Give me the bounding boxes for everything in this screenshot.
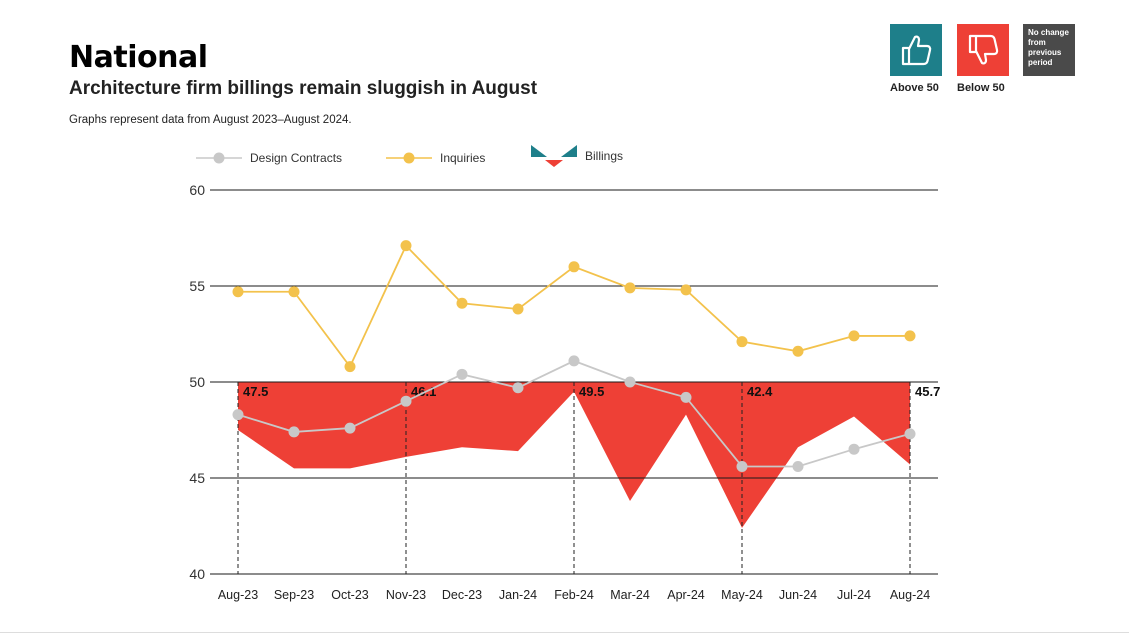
inquiries-point bbox=[568, 261, 580, 273]
design-contracts-point bbox=[904, 428, 916, 440]
inquiries-point bbox=[904, 330, 916, 342]
design-contracts-point bbox=[344, 422, 356, 434]
inquiries-point bbox=[512, 303, 524, 315]
legend-label-design-contracts: Design Contracts bbox=[250, 151, 343, 165]
inquiries-point bbox=[232, 286, 244, 298]
no-change-badge: No change from previous period bbox=[1023, 24, 1075, 76]
annotation-label-bg bbox=[912, 383, 948, 400]
inquiries-legend-icon bbox=[386, 152, 432, 164]
y-tick-label: 45 bbox=[189, 470, 205, 486]
legend-label-billings: Billings bbox=[585, 149, 624, 163]
design-contracts-point bbox=[288, 426, 300, 438]
legend-label-inquiries: Inquiries bbox=[440, 151, 486, 165]
design-contracts-point bbox=[456, 368, 468, 380]
design-contracts-point bbox=[400, 395, 412, 407]
annotation-label: 49.5 bbox=[579, 384, 604, 399]
page-subtitle: Architecture firm billings remain sluggi… bbox=[69, 78, 538, 99]
y-tick-label: 60 bbox=[189, 182, 205, 198]
inquiries-point bbox=[288, 286, 300, 298]
thumbs-up-icon bbox=[901, 35, 932, 66]
page-title: National bbox=[69, 40, 208, 75]
annotation-label: 42.4 bbox=[747, 384, 773, 399]
annotation-label: 47.5 bbox=[243, 384, 268, 399]
data-range-note: Graphs represent data from August 2023–A… bbox=[69, 114, 352, 126]
inquiries-point bbox=[848, 330, 860, 342]
annotation-label: 45.7 bbox=[915, 384, 940, 399]
inquiries-point bbox=[624, 282, 636, 294]
x-tick-label: Sep-23 bbox=[274, 588, 314, 602]
no-change-label: No change from previous period bbox=[1028, 28, 1069, 67]
below-50-label: Below 50 bbox=[957, 82, 1005, 94]
x-tick-label: Nov-23 bbox=[386, 588, 426, 602]
inquiries-point bbox=[456, 297, 468, 309]
x-tick-label: Jun-24 bbox=[779, 588, 817, 602]
design-contracts-point bbox=[848, 443, 860, 455]
inquiries-point bbox=[792, 345, 804, 357]
thumbs-down-icon bbox=[968, 34, 999, 65]
inquiries-point bbox=[736, 336, 748, 348]
inquiries-point bbox=[400, 240, 412, 252]
x-tick-label: Mar-24 bbox=[610, 588, 650, 602]
billings-legend-icon bbox=[531, 145, 577, 167]
inquiries-point bbox=[680, 284, 692, 296]
bottom-divider bbox=[0, 632, 1129, 633]
y-tick-label: 40 bbox=[189, 566, 205, 582]
design-contracts-point bbox=[568, 355, 580, 367]
legend-design-contracts: Design Contracts bbox=[196, 147, 342, 169]
design-contracts-point bbox=[624, 376, 636, 388]
x-tick-label: May-24 bbox=[721, 588, 763, 602]
y-tick-label: 55 bbox=[189, 278, 205, 294]
design-contracts-point bbox=[512, 382, 524, 394]
below-50-badge bbox=[957, 24, 1009, 76]
x-tick-label: Aug-23 bbox=[218, 588, 258, 602]
legend-inquiries: Inquiries bbox=[386, 147, 485, 169]
x-tick-label: Dec-23 bbox=[442, 588, 482, 602]
inquiries-point bbox=[344, 361, 356, 373]
design-contracts-point bbox=[792, 460, 804, 472]
x-tick-label: Apr-24 bbox=[667, 588, 705, 602]
x-tick-label: Jul-24 bbox=[837, 588, 871, 602]
x-tick-label: Jan-24 bbox=[499, 588, 537, 602]
x-tick-label: Aug-24 bbox=[890, 588, 930, 602]
design-contracts-legend-icon bbox=[196, 152, 242, 164]
design-contracts-point bbox=[232, 409, 244, 421]
y-tick-label: 50 bbox=[189, 374, 205, 390]
above-50-label: Above 50 bbox=[890, 82, 939, 94]
legend-billings: Billings bbox=[531, 145, 623, 167]
design-contracts-point bbox=[736, 460, 748, 472]
x-tick-label: Feb-24 bbox=[554, 588, 594, 602]
x-tick-label: Oct-23 bbox=[331, 588, 369, 602]
above-50-badge bbox=[890, 24, 942, 76]
design-contracts-point bbox=[680, 391, 692, 403]
